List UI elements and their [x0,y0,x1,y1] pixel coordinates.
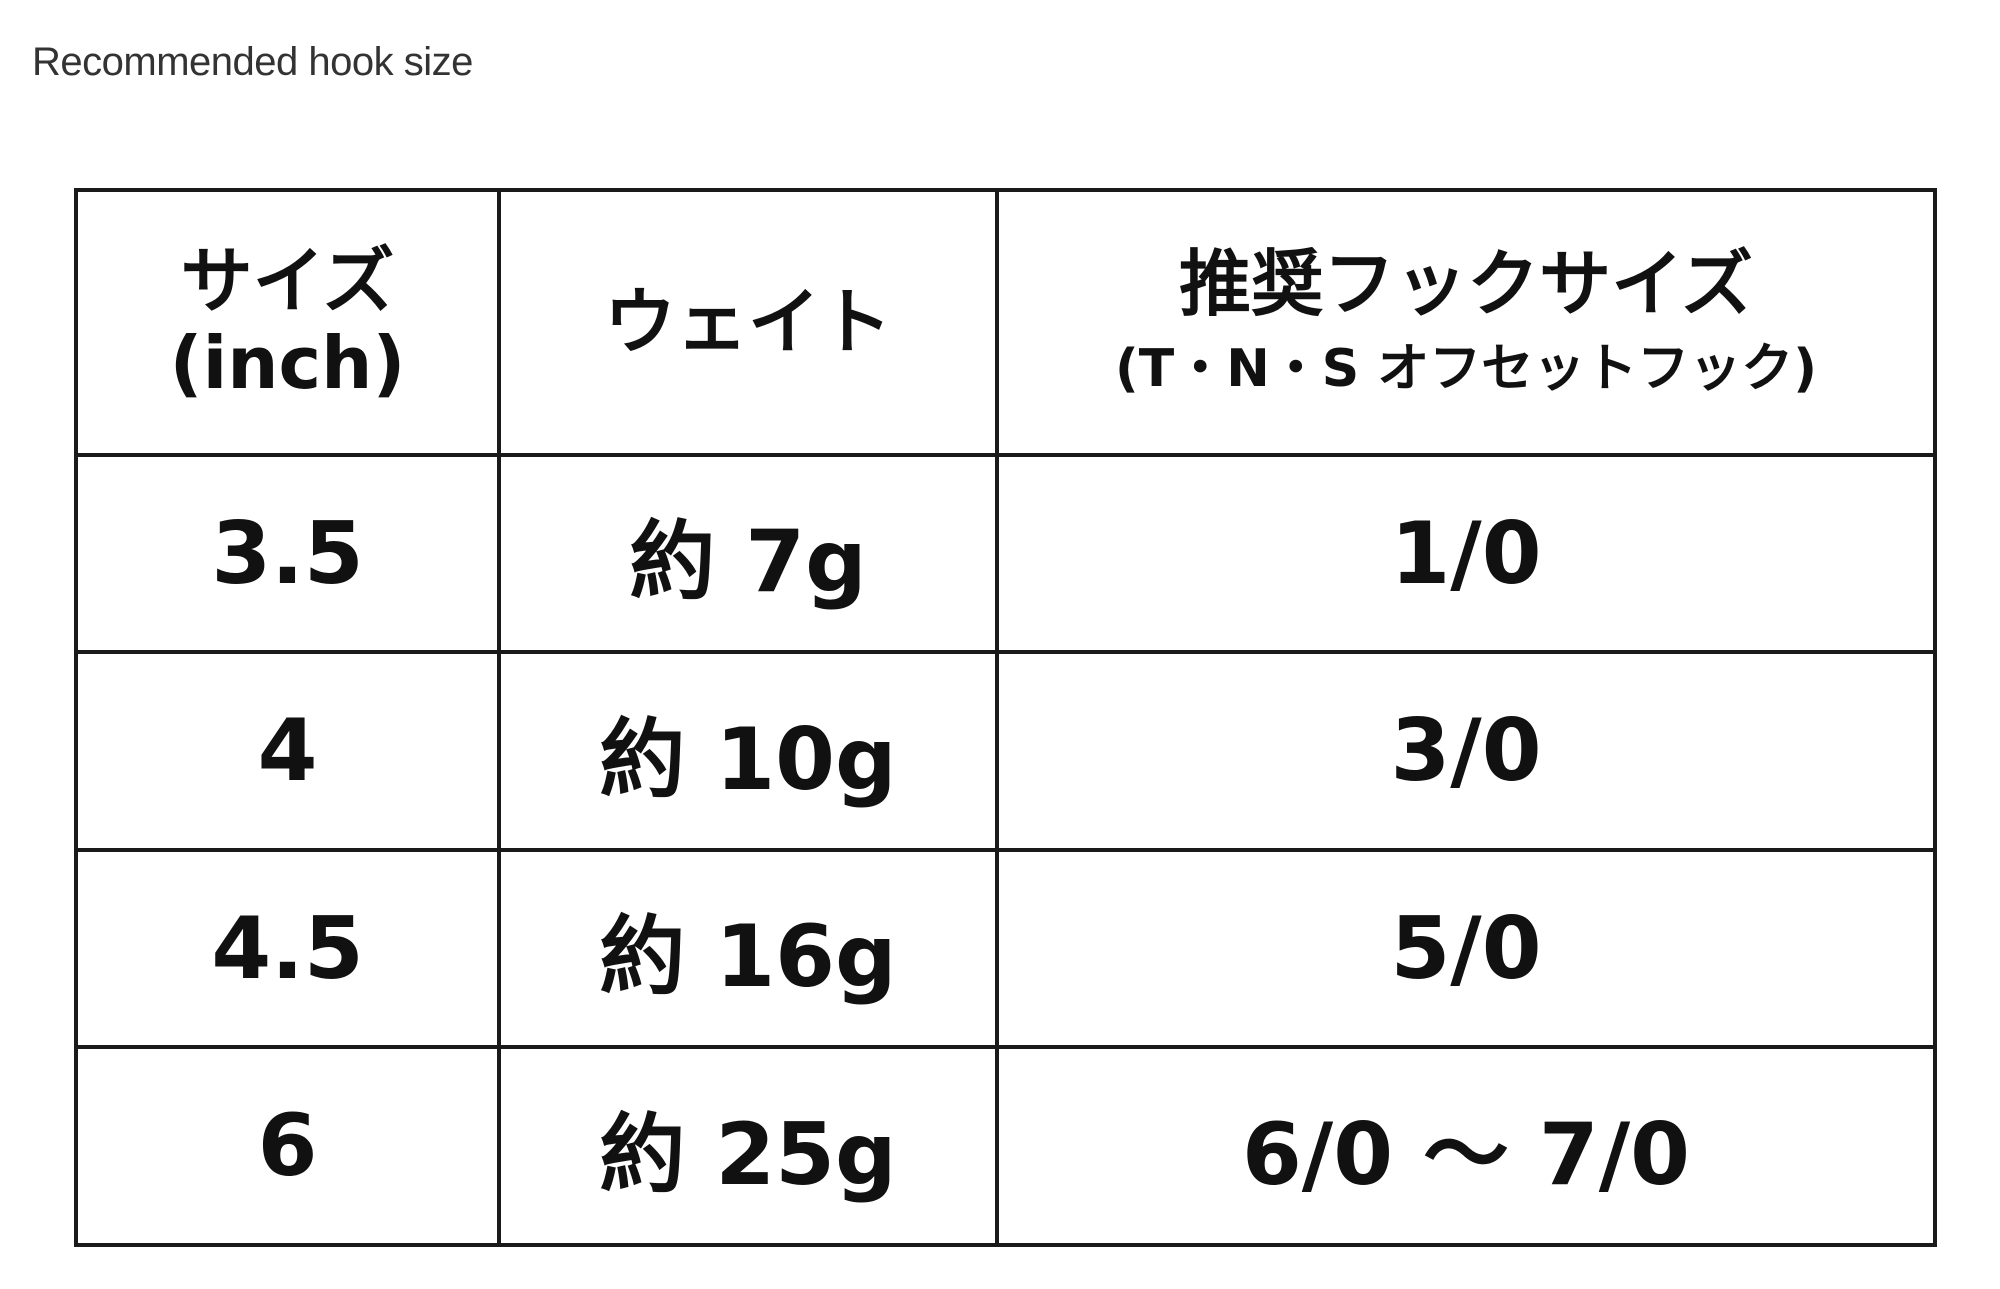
header-size: サイズ (inch) [74,188,501,457]
cell-hook: 1/0 [995,452,1937,655]
cell-hook: 3/0 [995,650,1937,852]
cell-weight: 約 16g [497,847,999,1050]
header-hook-note: (T・N・S オフセットフック) [1114,339,1818,400]
header-size-unit: (inch) [169,321,406,406]
cell-weight: 約 10g [497,650,999,852]
header-hook-label: 推奨フックサイズ [1179,242,1753,327]
table-row: 3.5 約 7g 1/0 [74,452,1937,655]
table-header-row: サイズ (inch) ウェイト 推奨フックサイズ (T・N・S オフセットフック… [74,188,1937,457]
cell-hook: 6/0 ～ 7/0 [995,1045,1937,1247]
hook-size-table: サイズ (inch) ウェイト 推奨フックサイズ (T・N・S オフセットフック… [74,188,1937,1247]
cell-weight: 約 25g [497,1045,999,1247]
header-weight-label: ウェイト [603,279,892,364]
section-title: Recommended hook size [32,40,473,84]
cell-size: 4 [74,650,501,852]
cell-hook: 5/0 [995,847,1937,1050]
table-row: 6 約 25g 6/0 ～ 7/0 [74,1045,1937,1247]
cell-size: 3.5 [74,452,501,655]
table-row: 4.5 約 16g 5/0 [74,847,1937,1050]
header-weight: ウェイト [497,188,999,457]
header-size-label: サイズ [180,238,395,323]
header-hook-size: 推奨フックサイズ (T・N・S オフセットフック) [995,188,1937,457]
table-row: 4 約 10g 3/0 [74,650,1937,852]
cell-size: 4.5 [74,847,501,1050]
cell-size: 6 [74,1045,501,1247]
cell-weight: 約 7g [497,452,999,655]
